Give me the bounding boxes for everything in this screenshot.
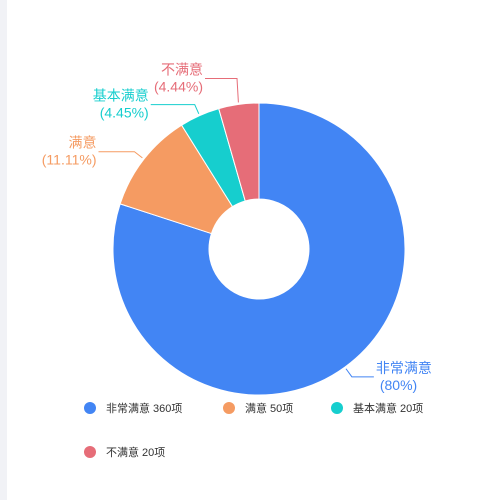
legend-label-2: 满意 50项 xyxy=(245,401,293,415)
slice-label-3-pct: (4.45%) xyxy=(100,105,149,121)
legend-item-1[interactable]: 非常满意 360项 xyxy=(84,401,182,415)
slice-label-1-pct: (80%) xyxy=(380,377,417,393)
leader-line-4 xyxy=(205,78,239,103)
slice-label-4-pct: (4.44%) xyxy=(154,79,203,95)
slices-group xyxy=(112,102,406,396)
leader-line-1 xyxy=(345,368,374,378)
leader-line-2 xyxy=(98,151,143,159)
legend-marker-2 xyxy=(223,402,235,414)
legend-item-2[interactable]: 满意 50项 xyxy=(223,401,293,415)
slice-label-4-name: 不满意 xyxy=(161,62,203,78)
slice-label-2-pct: (11.11%) xyxy=(42,152,97,168)
legend-label-1: 非常满意 360项 xyxy=(106,401,182,415)
slice-label-1-name: 非常满意 xyxy=(376,360,432,376)
labels-group: 非常满意(80%) 满意(11.11%) 基本满意(4.45%) 不满意(4.44%) xyxy=(42,62,432,393)
legend-item-3[interactable]: 基本满意 20项 xyxy=(331,401,423,415)
legend-marker-1 xyxy=(84,402,96,414)
legend-item-4[interactable]: 不满意 20项 xyxy=(84,445,165,459)
slice-4[interactable] xyxy=(218,102,260,202)
legend-label-3: 基本满意 20项 xyxy=(353,401,423,415)
slice-2[interactable] xyxy=(119,124,234,235)
left-border-strip xyxy=(0,0,7,500)
leader-line-3 xyxy=(150,104,200,114)
slice-1[interactable] xyxy=(112,102,406,396)
slice-label-3-name: 基本满意 xyxy=(93,88,149,104)
legend-marker-3 xyxy=(331,402,343,414)
legend-marker-4 xyxy=(84,446,96,458)
legend-label-4: 不满意 20项 xyxy=(106,445,165,459)
slice-label-2-name: 满意 xyxy=(68,135,96,151)
